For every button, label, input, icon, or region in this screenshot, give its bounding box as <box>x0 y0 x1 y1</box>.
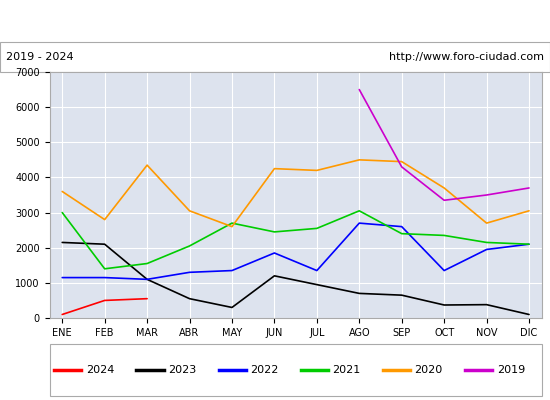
Text: 2024: 2024 <box>86 365 115 375</box>
Text: 2023: 2023 <box>168 365 197 375</box>
Text: 2021: 2021 <box>333 365 361 375</box>
Text: http://www.foro-ciudad.com: http://www.foro-ciudad.com <box>389 52 544 62</box>
Text: 2019 - 2024: 2019 - 2024 <box>6 52 73 62</box>
Text: 2020: 2020 <box>415 365 443 375</box>
Text: 2022: 2022 <box>250 365 279 375</box>
Text: Evolucion Nº Turistas Nacionales en el municipio de Hostalric: Evolucion Nº Turistas Nacionales en el m… <box>45 14 505 28</box>
Text: 2019: 2019 <box>497 365 525 375</box>
